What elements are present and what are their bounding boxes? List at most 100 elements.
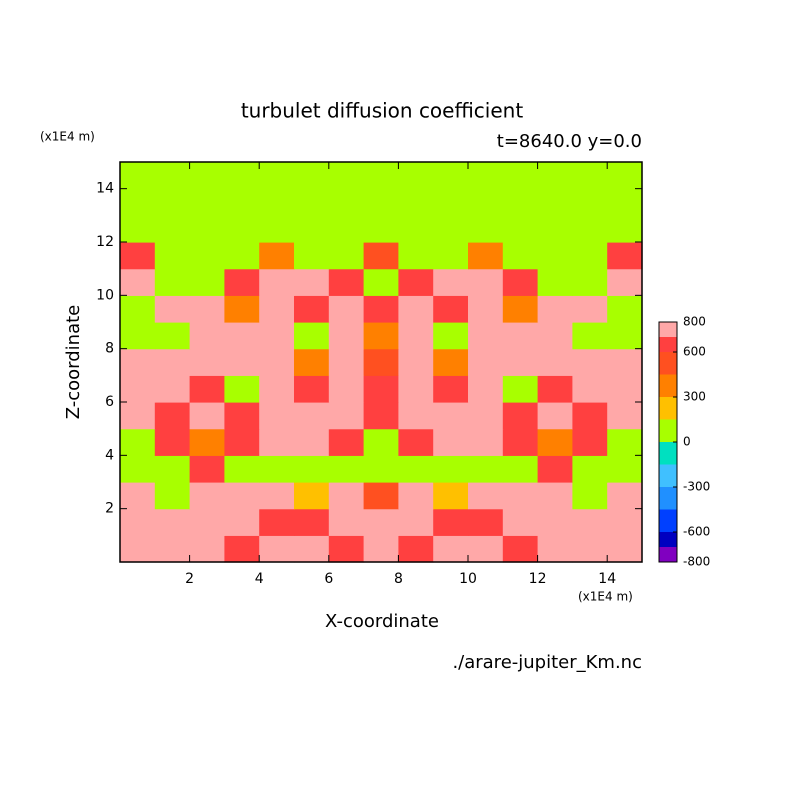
contour-cell xyxy=(120,215,156,243)
contour-cell xyxy=(154,268,191,296)
contour-cell xyxy=(259,268,295,296)
contour-cell xyxy=(363,375,399,403)
contour-cell xyxy=(363,482,399,510)
contour-cell xyxy=(433,215,469,243)
contour-cell xyxy=(154,295,191,323)
colorbar-segment xyxy=(659,322,677,337)
contour-cell xyxy=(328,188,365,216)
colorbar-tick-label: 600 xyxy=(683,345,706,359)
contour-cell xyxy=(572,482,608,510)
contour-cell xyxy=(294,322,330,350)
contour-cell xyxy=(502,535,539,563)
contour-cell xyxy=(537,428,573,456)
contour-cell xyxy=(363,268,399,296)
x-tick-label: 14 xyxy=(598,571,616,587)
contour-cell xyxy=(189,322,225,350)
contour-cell xyxy=(468,428,504,456)
contour-cell xyxy=(259,455,295,483)
contour-cell xyxy=(259,428,295,456)
contour-cell xyxy=(398,348,434,376)
contour-cell xyxy=(607,455,643,483)
contour-cell xyxy=(433,508,469,536)
contour-cell xyxy=(224,535,260,563)
contour-cell xyxy=(398,428,434,456)
contour-cell xyxy=(294,402,330,430)
contour-cell xyxy=(398,402,434,430)
contour-cell xyxy=(154,535,191,563)
contour-cell xyxy=(363,322,399,350)
contour-cell xyxy=(363,215,399,243)
colorbar-tick-label: 800 xyxy=(683,315,706,329)
contour-cell xyxy=(120,428,156,456)
contour-cell xyxy=(363,428,399,456)
contour-cell xyxy=(120,455,156,483)
contour-cell xyxy=(189,348,225,376)
contour-cell xyxy=(572,428,608,456)
contour-cell xyxy=(294,348,330,376)
contour-cell xyxy=(433,375,469,403)
contour-cell xyxy=(259,348,295,376)
contour-cell xyxy=(572,242,608,270)
contour-cell xyxy=(572,455,608,483)
contour-cell xyxy=(363,162,399,190)
contour-cell xyxy=(468,322,504,350)
contour-cell xyxy=(224,188,260,216)
y-axis-label: Z-coordinate xyxy=(63,305,84,420)
contour-cell xyxy=(120,268,156,296)
contour-cell xyxy=(294,508,330,536)
contour-cell xyxy=(189,295,225,323)
contour-cell xyxy=(120,188,156,216)
contour-cell xyxy=(328,215,365,243)
contour-cell xyxy=(189,268,225,296)
contour-cell xyxy=(328,455,365,483)
contour-cell xyxy=(259,402,295,430)
contour-cell xyxy=(502,508,539,536)
contour-cell xyxy=(154,162,191,190)
colorbar-segment xyxy=(659,337,677,352)
contour-cell xyxy=(363,455,399,483)
contour-cell xyxy=(398,215,434,243)
contour-cell xyxy=(154,428,191,456)
contour-cell xyxy=(189,402,225,430)
contour-cell xyxy=(607,242,643,270)
contour-cell xyxy=(433,348,469,376)
contour-cell xyxy=(537,322,573,350)
contour-cell xyxy=(328,482,365,510)
contour-cell xyxy=(224,375,260,403)
y-tick-label: 6 xyxy=(105,394,114,410)
contour-cell xyxy=(294,535,330,563)
y-tick-label: 4 xyxy=(105,447,114,463)
colorbar-segment xyxy=(659,547,677,562)
contour-cell xyxy=(154,402,191,430)
contour-cell xyxy=(398,295,434,323)
contour-cell xyxy=(572,402,608,430)
colorbar-segment xyxy=(659,509,677,532)
y-tick-label: 8 xyxy=(105,341,114,357)
contour-cell xyxy=(120,375,156,403)
contour-cell xyxy=(433,428,469,456)
contour-cell xyxy=(154,215,191,243)
contour-cell xyxy=(572,348,608,376)
contour-cell xyxy=(259,242,295,270)
contour-cell xyxy=(572,268,608,296)
contour-cell xyxy=(433,482,469,510)
colorbar-segment xyxy=(659,487,677,510)
contour-cell xyxy=(468,535,504,563)
contour-cell xyxy=(468,162,504,190)
y-unit: (x1E4 m) xyxy=(40,130,95,144)
y-tick-label: 12 xyxy=(96,234,114,250)
contour-cell xyxy=(607,215,643,243)
contour-cell xyxy=(120,535,156,563)
x-tick-label: 2 xyxy=(185,571,194,587)
contour-cell xyxy=(398,508,434,536)
contour-cell xyxy=(363,295,399,323)
contour-cell xyxy=(398,455,434,483)
contour-cell xyxy=(328,508,365,536)
contour-cell xyxy=(259,482,295,510)
contour-cell xyxy=(433,188,469,216)
contour-cell xyxy=(502,375,539,403)
contour-cell xyxy=(328,402,365,430)
contour-cell xyxy=(294,188,330,216)
